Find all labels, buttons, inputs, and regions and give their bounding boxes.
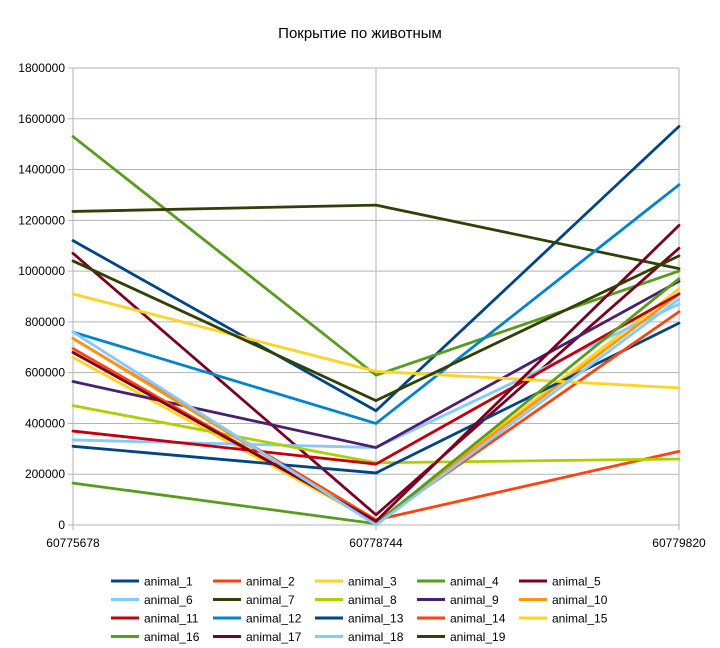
legend: animal_1 animal_2 animal_3 animal_4 animal_5…: [111, 575, 608, 644]
legend-label: animal_1: [144, 575, 193, 589]
legend-label: animal_16: [144, 630, 200, 644]
legend-item-animal_12: animal_12: [213, 612, 302, 626]
legend-label: animal_3: [348, 575, 397, 589]
legend-item-animal_17: animal_17: [213, 630, 302, 644]
legend-label: animal_2: [246, 575, 295, 589]
chart-title: Покрытие по животным: [278, 25, 442, 42]
legend-item-animal_10: animal_10: [519, 593, 608, 607]
legend-label: animal_15: [552, 612, 608, 626]
series-line-animal_1: [71, 124, 681, 413]
legend-item-animal_7: animal_7: [213, 593, 295, 607]
series-line-animal_7: [71, 203, 681, 270]
legend-label: animal_12: [246, 612, 302, 626]
legend-label: animal_4: [450, 575, 499, 589]
legend-label: animal_7: [246, 593, 295, 607]
legend-item-animal_4: animal_4: [417, 575, 499, 589]
legend-item-animal_8: animal_8: [315, 593, 397, 607]
legend-item-animal_1: animal_1: [111, 575, 193, 589]
legend-item-animal_9: animal_9: [417, 593, 499, 607]
series-line-animal_4: [71, 135, 681, 377]
series-line-animal_12: [71, 183, 681, 425]
legend-label: animal_19: [450, 630, 506, 644]
y-tick-label: 1000000: [18, 264, 65, 278]
series-lines: [71, 124, 681, 527]
legend-item-animal_2: animal_2: [213, 575, 295, 589]
y-tick-label: 1600000: [18, 112, 65, 126]
legend-label: animal_10: [552, 593, 608, 607]
y-axis-ticks: 0 200000 400000 600000 800000 1000000 1200000 1…: [18, 61, 65, 532]
legend-item-animal_19: animal_19: [417, 630, 506, 644]
legend-label: animal_5: [552, 575, 601, 589]
legend-item-animal_18: animal_18: [315, 630, 404, 644]
legend-item-animal_11: animal_11: [111, 612, 199, 626]
legend-item-animal_14: animal_14: [417, 612, 506, 626]
legend-item-animal_15: animal_15: [519, 612, 608, 626]
series-line-animal_15: [71, 292, 681, 390]
y-tick-label: 1400000: [18, 163, 65, 177]
y-tick-label: 1800000: [18, 61, 65, 75]
series-line-animal_11: [71, 292, 681, 466]
series-line-animal_17: [71, 224, 681, 523]
legend-label: animal_13: [348, 612, 404, 626]
legend-item-animal_5: animal_5: [519, 575, 601, 589]
y-tick-label: 400000: [25, 416, 65, 430]
legend-label: animal_14: [450, 612, 506, 626]
legend-label: animal_6: [144, 593, 193, 607]
x-tick-label: 60778744: [349, 536, 403, 550]
legend-item-animal_6: animal_6: [111, 593, 193, 607]
y-tick-label: 0: [58, 518, 65, 532]
legend-label: animal_18: [348, 630, 404, 644]
x-tick-label: 60775678: [46, 536, 100, 550]
legend-label: animal_8: [348, 593, 397, 607]
x-tick-label: 60779820: [652, 536, 706, 550]
legend-label: animal_9: [450, 593, 499, 607]
legend-label: animal_11: [144, 612, 199, 626]
series-line-animal_19: [71, 254, 681, 402]
x-axis-ticks: 60775678 60778744 60779820: [46, 536, 706, 550]
y-tick-label: 800000: [25, 315, 65, 329]
legend-item-animal_13: animal_13: [315, 612, 404, 626]
legend-item-animal_3: animal_3: [315, 575, 397, 589]
y-tick-label: 200000: [25, 467, 65, 481]
legend-label: animal_17: [246, 630, 302, 644]
y-tick-label: 600000: [25, 366, 65, 380]
series-line-animal_18: [71, 297, 681, 527]
series-line-animal_9: [71, 279, 681, 449]
y-tick-label: 1200000: [18, 213, 65, 227]
legend-item-animal_16: animal_16: [111, 630, 200, 644]
